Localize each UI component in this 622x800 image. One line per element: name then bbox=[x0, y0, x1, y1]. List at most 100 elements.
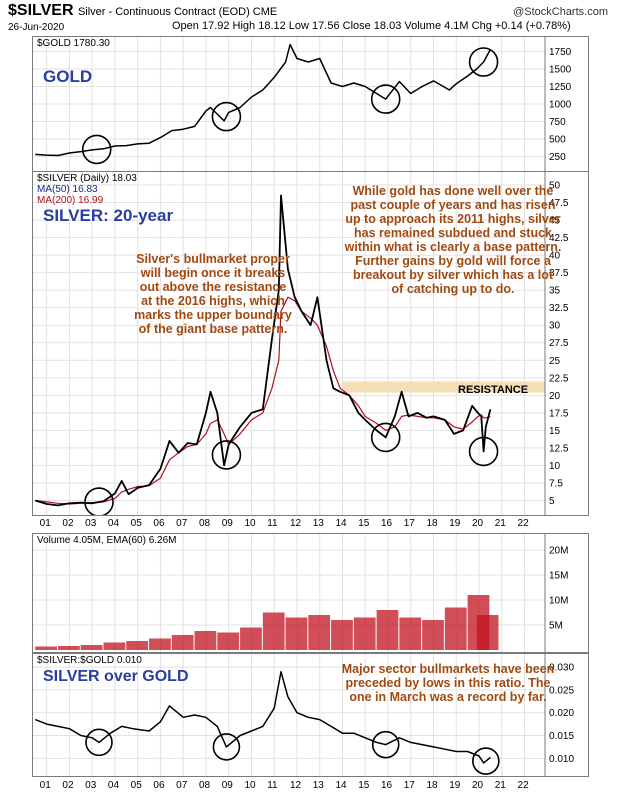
volume-bar bbox=[353, 617, 376, 650]
volume-bar bbox=[58, 646, 80, 650]
volume-bar bbox=[262, 612, 285, 650]
resistance-band bbox=[342, 381, 545, 393]
volume-bar bbox=[103, 642, 126, 650]
x-tick-label: 03 bbox=[85, 780, 97, 791]
x-tick-label: 11 bbox=[267, 780, 278, 791]
x-tick-label: 18 bbox=[426, 518, 438, 529]
gold-ytick-label: 1750 bbox=[549, 47, 572, 58]
x-tick-label: 12 bbox=[290, 518, 302, 529]
volume-bar bbox=[194, 631, 217, 650]
silver-low-circle bbox=[370, 422, 401, 453]
silver-ytick-label: 35 bbox=[549, 286, 561, 297]
silver-ytick-label: 45 bbox=[549, 216, 561, 227]
x-tick-label: 11 bbox=[267, 518, 278, 529]
silver-ytick-label: 15 bbox=[549, 426, 561, 437]
ratio-low-circle bbox=[472, 747, 500, 775]
silver-low-circle bbox=[468, 436, 499, 467]
brand-watermark: @StockCharts.com bbox=[513, 6, 608, 18]
silver-ytick-label: 32.5 bbox=[549, 303, 569, 314]
ma200-legend: MA(200) 16.99 bbox=[37, 195, 104, 206]
gold-ytick-label: 1250 bbox=[549, 82, 572, 93]
silver-ytick-label: 42.5 bbox=[549, 233, 569, 244]
ratio-ytick-label: 0.030 bbox=[549, 663, 574, 674]
resistance-label: RESISTANCE bbox=[458, 384, 529, 396]
x-tick-label: 02 bbox=[62, 518, 74, 529]
x-tick-label: 08 bbox=[199, 780, 211, 791]
volume-bar bbox=[240, 627, 262, 650]
silver-ytick-label: 7.5 bbox=[549, 478, 563, 489]
x-tick-label: 04 bbox=[108, 518, 120, 529]
silver-ytick-label: 10 bbox=[549, 461, 561, 472]
gold-label: GOLD bbox=[43, 67, 93, 86]
silver-ytick-label: 37.5 bbox=[549, 268, 569, 279]
ratio-ytick-label: 0.015 bbox=[549, 731, 574, 742]
volume-bar bbox=[149, 638, 171, 650]
silver-low-circle bbox=[211, 440, 242, 470]
x-tick-label: 09 bbox=[222, 518, 234, 529]
silver-legend: $SILVER (Daily) 18.03 bbox=[37, 173, 137, 184]
gold-panel: 250 500 750 1000 1250 1500 1750 $GOLD 1780.30 … bbox=[32, 36, 589, 172]
x-tick-label: 01 bbox=[40, 518, 52, 529]
volume-bar bbox=[331, 620, 353, 650]
x-tick-label: 12 bbox=[290, 780, 302, 791]
volume-bar bbox=[399, 617, 422, 650]
volume-bar bbox=[171, 635, 194, 650]
x-tick-label: 03 bbox=[85, 518, 97, 529]
x-tick-label: 04 bbox=[108, 780, 120, 791]
x-tick-label: 10 bbox=[244, 780, 256, 791]
volume-ytick-label: 5M bbox=[549, 621, 563, 632]
x-tick-label: 16 bbox=[381, 780, 393, 791]
ratio-low-circle bbox=[212, 733, 241, 761]
volume-legend: Volume 4.05M, EMA(60) 6.26M bbox=[37, 535, 177, 546]
silver-price-line bbox=[35, 194, 492, 507]
gold-low-circle bbox=[81, 134, 112, 165]
x-tick-label: 21 bbox=[495, 780, 507, 791]
gold-legend: $GOLD 1780.30 bbox=[37, 38, 110, 49]
silver-ytick-label: 25 bbox=[549, 356, 561, 367]
volume-ytick-label: 10M bbox=[549, 596, 568, 607]
x-tick-label: 15 bbox=[358, 518, 370, 529]
silver-ytick-label: 22.5 bbox=[549, 373, 569, 384]
volume-ytick-label: 15M bbox=[549, 571, 568, 582]
chart-date: 26-Jun-2020 bbox=[8, 22, 65, 33]
x-tick-label: 22 bbox=[518, 780, 530, 791]
silver-panel: 5 7.5 10 12.5 15 17.5 20 22.5 25 27.5 30 32.5 35 37.5… bbox=[32, 171, 589, 516]
x-tick-label: 18 bbox=[426, 780, 438, 791]
ratio-low-circle bbox=[371, 730, 400, 759]
x-tick-label: 07 bbox=[176, 518, 188, 529]
x-tick-label: 06 bbox=[153, 780, 165, 791]
ratio-label: SILVER over GOLD bbox=[43, 668, 189, 685]
gold-ytick-label: 1500 bbox=[549, 65, 572, 76]
volume-bar bbox=[285, 617, 308, 650]
x-tick-label: 05 bbox=[131, 780, 143, 791]
x-tick-label: 19 bbox=[449, 518, 461, 529]
x-tick-label: 09 bbox=[222, 780, 234, 791]
chart-header: $SILVER Silver - Continuous Contract (EO… bbox=[8, 2, 277, 20]
x-tick-label: 02 bbox=[62, 780, 74, 791]
silver-ytick-label: 30 bbox=[549, 321, 561, 332]
x-tick-label: 05 bbox=[131, 518, 143, 529]
x-tick-label: 20 bbox=[472, 518, 484, 529]
x-tick-label: 06 bbox=[153, 518, 165, 529]
volume-bar bbox=[308, 615, 331, 650]
x-tick-label: 22 bbox=[518, 518, 530, 529]
silver-ytick-label: 20 bbox=[549, 391, 561, 402]
x-axis-ratio: 01 02 03 04 05 06 07 08 09 10 11 12 13 14 15 16 17 18 19 20… bbox=[40, 780, 530, 791]
annotation-right: While gold has done well over the past c… bbox=[344, 184, 562, 296]
silver-ytick-label: 17.5 bbox=[549, 408, 569, 419]
ratio-line bbox=[35, 670, 491, 764]
ma50-legend: MA(50) 16.83 bbox=[37, 184, 98, 195]
volume-bar bbox=[126, 641, 149, 650]
x-tick-label: 20 bbox=[472, 780, 484, 791]
ratio-legend: $SILVER:$GOLD 0.010 bbox=[37, 655, 142, 666]
x-tick-label: 16 bbox=[381, 518, 393, 529]
volume-bar bbox=[422, 620, 444, 650]
x-tick-label: 10 bbox=[244, 518, 256, 529]
symbol-description: Silver - Continuous Contract (EOD) CME bbox=[77, 6, 278, 18]
ratio-panel: 0.010 0.015 0.020 0.025 0.030 $SILVER:$GOLD … bbox=[32, 653, 589, 777]
ma200-line bbox=[35, 296, 491, 505]
gold-ytick-label: 500 bbox=[549, 135, 566, 146]
x-tick-label: 14 bbox=[335, 780, 347, 791]
volume-bar bbox=[80, 645, 103, 650]
annotation-left: Silver's bullmarket proper will begin on… bbox=[134, 252, 292, 336]
